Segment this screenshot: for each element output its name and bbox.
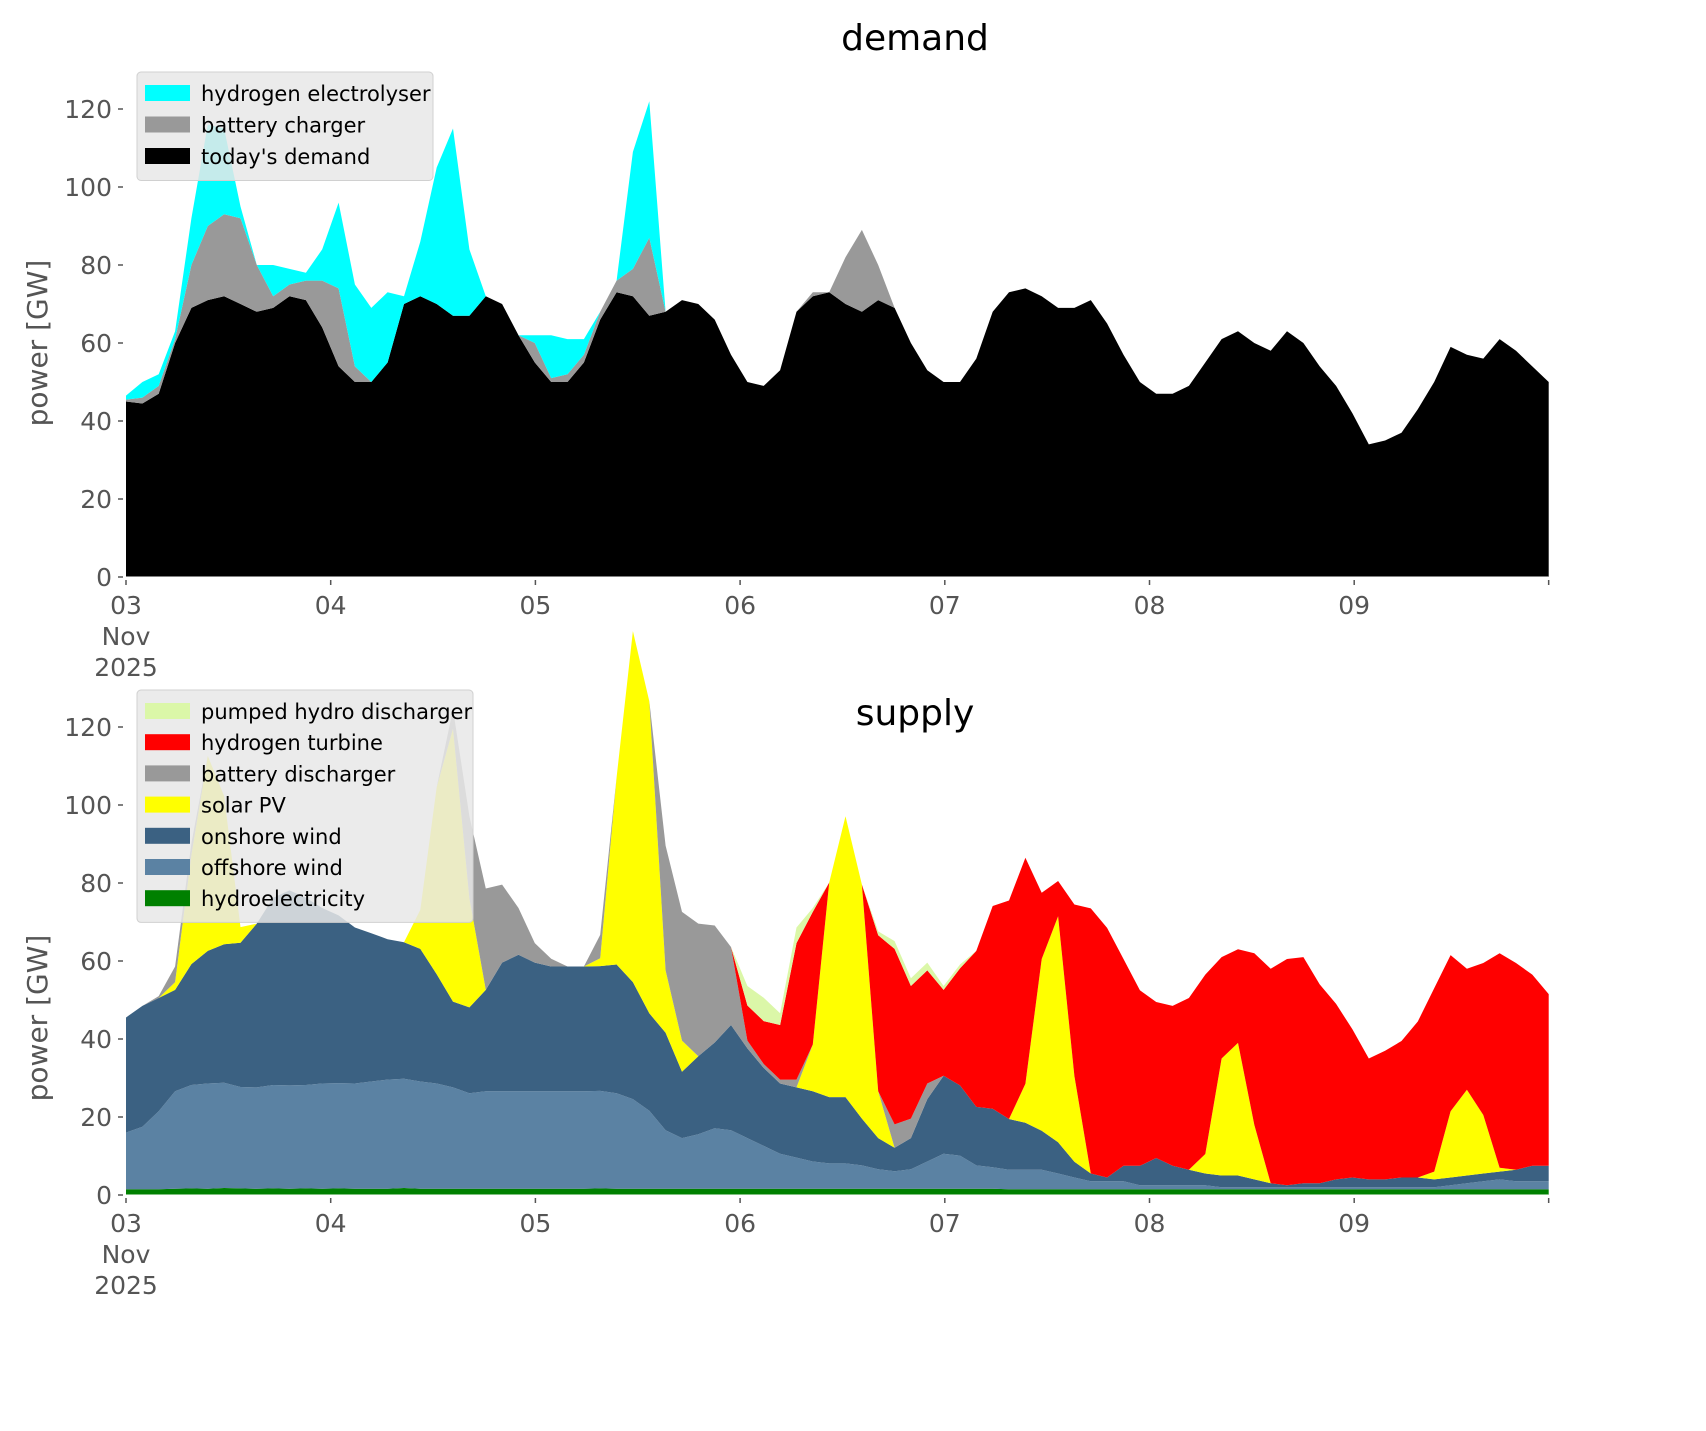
demand-legend: hydrogen electrolyser battery charger toda… (136, 71, 434, 181)
x-tick-label: 03 (110, 591, 142, 620)
supply-y-ticks: 0 20 40 60 80 100 120 (64, 713, 123, 1210)
x-tick-label: 08 (1134, 1209, 1166, 1238)
demand-areas (126, 101, 1549, 578)
x-tick-label: 05 (519, 591, 551, 620)
y-tick-label: 100 (64, 791, 112, 820)
legend-label-today-s-demand: today's demand (201, 145, 370, 169)
x-tick-label: 09 (1338, 1209, 1370, 1238)
y-tick-label: 60 (80, 329, 112, 358)
y-tick-label: 20 (80, 1103, 112, 1132)
legend-swatch-hydrogen-turbine (145, 734, 190, 751)
x-tick-label: 05 (519, 1209, 551, 1238)
y-tick-label: 60 (80, 947, 112, 976)
x-tick-label: 03 (110, 1209, 142, 1238)
y-tick-label: 40 (80, 407, 112, 436)
area-hydroelectricity (126, 1188, 1549, 1195)
x-tick-label: 06 (724, 591, 756, 620)
x-tick-label: 09 (1338, 591, 1370, 620)
area-today-s-demand (126, 288, 1549, 577)
legend-swatch-solar-pv (145, 796, 190, 813)
legend-swatch-hydroelectricity (145, 890, 190, 907)
legend-swatch-offshore-wind (145, 859, 190, 875)
y-tick-label: 20 (80, 485, 112, 514)
legend-label-solar-pv: solar PV (201, 794, 286, 818)
area-offshore-wind (126, 1078, 1549, 1190)
demand-y-ticks: 0 20 40 60 80 100 120 (64, 95, 123, 592)
legend-label-battery-charger: battery charger (201, 114, 366, 138)
x-tick-label: 2025 (94, 653, 158, 682)
y-tick-label: 80 (80, 251, 112, 280)
legend-swatch-battery-charger (145, 116, 190, 133)
supply-title: supply (856, 693, 975, 734)
y-tick-label: 120 (64, 713, 112, 742)
legend-label-offshore-wind: offshore wind (201, 856, 343, 880)
legend-box (136, 71, 434, 181)
demand-title: demand (841, 18, 989, 59)
x-tick-label: 04 (315, 1209, 347, 1238)
x-tick-label: 06 (724, 1209, 756, 1238)
demand-y-axis-label: power [GW] (21, 260, 54, 427)
legend-swatch-pumped-hydro-discharger (145, 703, 190, 719)
y-tick-label: 80 (80, 869, 112, 898)
y-tick-label: 100 (64, 173, 112, 202)
y-tick-label: 0 (96, 563, 112, 592)
x-tick-label: Nov (102, 1240, 151, 1269)
x-tick-label: Nov (102, 622, 151, 651)
legend-swatch-hydrogen-electrolyser (145, 85, 190, 101)
supply-y-axis-label: power [GW] (21, 935, 54, 1102)
y-tick-label: 120 (64, 95, 112, 124)
legend-label-pumped-hydro-discharger: pumped hydro discharger (201, 700, 472, 724)
legend-swatch-today-s-demand (145, 148, 190, 164)
legend-box (136, 689, 474, 923)
x-tick-label: 04 (315, 591, 347, 620)
legend-label-hydrogen-electrolyser: hydrogen electrolyser (201, 82, 431, 106)
legend-label-hydrogen-turbine: hydrogen turbine (201, 731, 383, 755)
area-hydrogen-turbine (126, 631, 1549, 1186)
x-tick-label: 07 (929, 591, 961, 620)
legend-swatch-battery-discharger (145, 765, 190, 782)
y-tick-label: 0 (96, 1181, 112, 1210)
legend-swatch-onshore-wind (145, 827, 190, 844)
legend-label-hydroelectricity: hydroelectricity (201, 887, 365, 911)
legend-label-onshore-wind: onshore wind (201, 825, 342, 849)
x-tick-label: 08 (1134, 591, 1166, 620)
demand-panel: demand power [GW] 0 20 40 60 80 100 120 03Nov2… (21, 18, 1550, 682)
x-tick-label: 2025 (94, 1271, 158, 1300)
supply-legend: pumped hydro discharger hydrogen turbine b… (136, 689, 474, 923)
legend-label-battery-discharger: battery discharger (201, 762, 396, 786)
x-tick-label: 07 (929, 1209, 961, 1238)
y-tick-label: 40 (80, 1025, 112, 1054)
area-solar-pv (126, 631, 1549, 1186)
